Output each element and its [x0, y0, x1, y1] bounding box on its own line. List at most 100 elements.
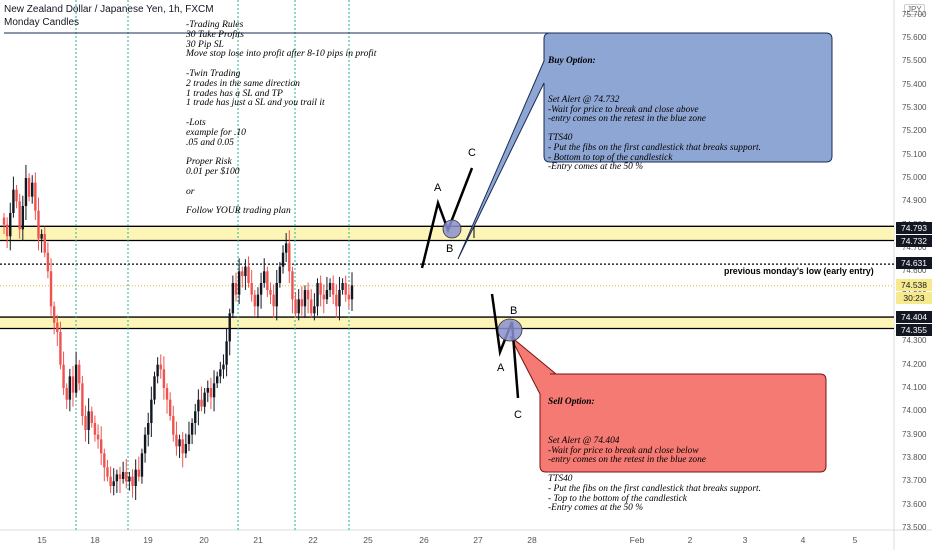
time-tick-1: 18 [90, 535, 100, 545]
candle-body-65 [206, 388, 209, 393]
candle-body-99 [313, 306, 316, 314]
price-label-current: 74.538 [896, 279, 932, 291]
candle-body-100 [316, 283, 319, 307]
time-tick-6: 25 [363, 535, 373, 545]
candle-body-56 [178, 439, 181, 447]
candle-body-76 [241, 271, 244, 276]
candle-body-80 [253, 294, 257, 307]
time-tick-2: 19 [143, 535, 153, 545]
time-tick-10: Feb [629, 535, 645, 545]
candle-body-43 [137, 469, 141, 477]
candle-body-5 [18, 201, 21, 230]
candle-body-32 [103, 453, 106, 468]
price-tick-11: 74.600 [902, 266, 927, 276]
candle-body-30 [96, 434, 100, 440]
price-tick-2: 75.500 [902, 56, 927, 66]
candle-body-105 [331, 283, 335, 295]
candle-body-39 [125, 472, 128, 482]
sr-zone-1 [0, 317, 894, 329]
price-tick-22: 73.500 [902, 523, 927, 532]
candle-body-0 [2, 217, 6, 225]
price-tick-14: 74.300 [902, 336, 927, 346]
candle-body-69 [219, 369, 222, 377]
candle-body-57 [181, 439, 184, 454]
buy-entry-circle [442, 219, 462, 239]
sell-label-b: B [510, 305, 518, 317]
candle-body-7 [24, 178, 28, 206]
candle-body-52 [165, 388, 169, 400]
time-tick-5: 22 [308, 535, 318, 545]
buy-option-body: Set Alert @ 74.732 -Wait for price to br… [548, 94, 761, 173]
candle-body-86 [272, 294, 275, 307]
candle-body-34 [109, 476, 112, 486]
sell-option-body: Set Alert @ 74.404 -Wait for price to br… [548, 435, 761, 514]
candle-body-54 [172, 416, 175, 435]
candle-body-98 [310, 299, 313, 314]
candle-body-63 [200, 399, 203, 407]
candle-body-108 [341, 283, 344, 290]
candle-body-106 [335, 294, 338, 307]
candle-body-62 [197, 399, 200, 412]
candle-body-104 [328, 283, 332, 290]
candle-body-78 [247, 266, 250, 283]
sell-option-callout[interactable]: Sell Option: Set Alert @ 74.404 -Wait fo… [548, 379, 761, 533]
price-label-upper-zone-top: 74.793 [896, 222, 932, 234]
candle-body-94 [297, 299, 300, 314]
candle-body-73 [231, 283, 235, 314]
candle-body-2 [9, 213, 12, 237]
candle-body-77 [244, 266, 247, 276]
candle-body-50 [159, 364, 162, 370]
candle-body-46 [147, 423, 150, 435]
indicator-name: Monday Candles [4, 17, 80, 28]
candle-body-3 [12, 189, 15, 213]
candle-body-81 [256, 294, 260, 307]
price-label-upper-zone-bottom: 74.732 [896, 235, 932, 247]
price-tick-17: 74.000 [902, 406, 927, 416]
candle-body-92 [291, 271, 294, 300]
candle-body-9 [31, 182, 34, 197]
candle-body-71 [225, 341, 228, 365]
buy-option-callout[interactable]: Buy Option: Set Alert @ 74.732 -Wait for… [548, 38, 761, 192]
candle-body-53 [168, 399, 172, 416]
candle-body-11 [37, 210, 40, 239]
price-tick-4: 75.300 [902, 103, 927, 112]
price-tick-7: 75.000 [902, 173, 927, 182]
candle-body-70 [222, 364, 225, 370]
candle-body-109 [344, 283, 347, 295]
candle-body-41 [131, 476, 134, 486]
candle-body-91 [288, 243, 291, 272]
time-tick-11: 2 [687, 535, 693, 545]
candle-body-22 [71, 376, 75, 393]
candle-body-28 [90, 411, 93, 423]
sell-label-a: A [497, 362, 505, 374]
candle-body-6 [21, 206, 25, 230]
candle-body-38 [121, 472, 125, 479]
candle-body-61 [194, 411, 197, 423]
price-label-lower-zone-bottom: 74.355 [896, 324, 932, 336]
candle-body-47 [150, 399, 153, 423]
monday-low-note: previous monday's low (early entry) [724, 266, 874, 276]
candle-body-12 [40, 234, 43, 239]
sell-label-c: C [514, 409, 522, 421]
candle-body-110 [347, 294, 351, 300]
candle-body-35 [112, 481, 115, 486]
candle-body-10 [34, 182, 37, 211]
candle-body-29 [93, 423, 97, 435]
currency-badge[interactable]: JPY [904, 4, 925, 15]
candle-body-14 [46, 252, 50, 272]
candle-body-49 [156, 364, 159, 377]
time-tick-14: 5 [852, 535, 858, 545]
candle-body-44 [140, 453, 144, 477]
trading-rules-note[interactable]: -Trading Rules 30 Take Profits 30 Pip SL… [186, 19, 377, 217]
candle-body-58 [184, 444, 188, 454]
candle-body-27 [87, 411, 90, 430]
time-tick-9: 28 [527, 535, 537, 545]
candle-body-87 [275, 283, 278, 307]
candle-body-36 [115, 474, 119, 482]
time-tick-12: 3 [742, 535, 748, 545]
candle-body-68 [215, 376, 219, 384]
buy-label-c: C [468, 147, 476, 159]
candle-body-88 [278, 266, 282, 283]
